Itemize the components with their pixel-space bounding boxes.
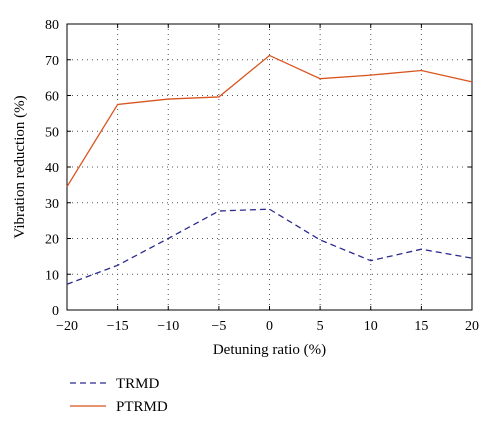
x-tick-label: −5 xyxy=(211,319,226,334)
legend: TRMD PTRMD xyxy=(70,376,168,415)
x-tick-label: 15 xyxy=(414,319,428,334)
x-axis-label: Detuning ratio (%) xyxy=(213,342,326,358)
y-axis-label: Vibration reduction (%) xyxy=(12,95,28,238)
x-tick-label: −10 xyxy=(157,319,179,334)
y-tick-label: 40 xyxy=(45,161,59,176)
y-tick-label: 60 xyxy=(45,90,59,105)
x-tick-label: 0 xyxy=(266,319,273,334)
series-lines xyxy=(66,54,473,285)
grid xyxy=(67,24,472,310)
series-line-trmd xyxy=(66,208,473,285)
series-line-ptrmd xyxy=(66,54,473,188)
x-tick-label: −20 xyxy=(56,319,78,334)
y-tick-label: 50 xyxy=(45,125,59,140)
y-tick-label: 0 xyxy=(52,304,59,319)
legend-label-trmd: TRMD xyxy=(116,376,160,392)
x-tick-label: −15 xyxy=(107,319,129,334)
y-tick-label: 20 xyxy=(45,233,59,248)
y-tick-label: 30 xyxy=(45,197,59,212)
axis-ticks: −20 −15 −10 −5 0 5 10 15 20 0 10 20 30 40 50 60 70 80 xyxy=(45,18,479,334)
x-tick-label: 10 xyxy=(364,319,378,334)
y-tick-label: 70 xyxy=(45,54,59,69)
y-tick-label: 10 xyxy=(45,268,59,283)
x-tick-label: 20 xyxy=(465,319,479,334)
legend-label-ptrmd: PTRMD xyxy=(116,399,168,415)
y-tick-label: 80 xyxy=(45,18,59,33)
x-tick-label: 5 xyxy=(317,319,324,334)
